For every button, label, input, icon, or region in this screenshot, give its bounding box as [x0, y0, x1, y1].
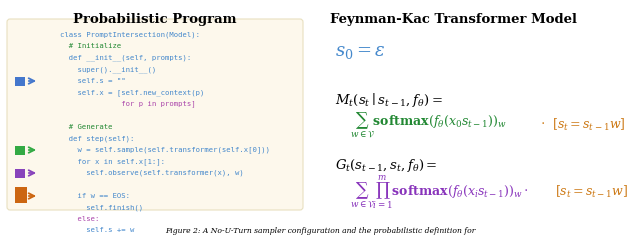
Text: $G_t(s_{t-1},s_t,f_\theta) =$: $G_t(s_{t-1},s_t,f_\theta) =$: [335, 156, 437, 174]
Text: def __init__(self, prompts):: def __init__(self, prompts):: [60, 55, 191, 61]
Text: $M_t(s_t \mid s_{t-1},f_\theta) =$: $M_t(s_t \mid s_{t-1},f_\theta) =$: [335, 91, 443, 109]
Text: def step(self):: def step(self):: [60, 135, 134, 142]
Text: self.observe(self.transformer(x), w): self.observe(self.transformer(x), w): [60, 170, 244, 176]
FancyBboxPatch shape: [7, 19, 303, 210]
Text: $s_0 = \epsilon$: $s_0 = \epsilon$: [335, 43, 386, 61]
Text: Feynman-Kac Transformer Model: Feynman-Kac Transformer Model: [330, 13, 577, 26]
Text: Figure 2: A No-U-Turn sampler configuration and the probabilistic definition for: Figure 2: A No-U-Turn sampler configurat…: [165, 227, 475, 235]
Text: w = self.sample(self.transformer(self.x[0])): w = self.sample(self.transformer(self.x[…: [60, 147, 270, 153]
Text: self.finish(): self.finish(): [60, 204, 143, 211]
Text: $\sum_{w\in\mathcal{V}}\mathbf{softmax}(f_\theta(x_0s_{t-1}))_w$: $\sum_{w\in\mathcal{V}}\mathbf{softmax}(…: [350, 110, 507, 140]
FancyBboxPatch shape: [15, 146, 25, 154]
Text: $\sum_{w\in\mathcal{V}}\prod_{i=1}^{m}\mathbf{softmax}(f_\theta(x_is_{t-1}))_w\c: $\sum_{w\in\mathcal{V}}\prod_{i=1}^{m}\m…: [350, 173, 529, 211]
Text: # Generate: # Generate: [60, 124, 113, 130]
Text: self.x = [self.new_context(p): self.x = [self.new_context(p): [60, 89, 204, 96]
FancyBboxPatch shape: [15, 187, 27, 203]
Text: self.s += w: self.s += w: [60, 228, 134, 234]
Text: Probabilistic Program: Probabilistic Program: [73, 13, 237, 26]
Text: $\cdot\ \ [s_t = s_{t-1}w]$: $\cdot\ \ [s_t = s_{t-1}w]$: [540, 117, 625, 133]
Text: # Initialize: # Initialize: [60, 43, 121, 49]
Text: super().__init__(): super().__init__(): [60, 66, 156, 73]
Text: else:: else:: [60, 216, 99, 222]
Text: self.s = "": self.s = "": [60, 78, 125, 84]
Text: $[s_t = s_{t-1}w]$: $[s_t = s_{t-1}w]$: [555, 184, 628, 200]
Text: class PromptIntersection(Model):: class PromptIntersection(Model):: [60, 32, 200, 38]
Text: for p in prompts]: for p in prompts]: [60, 101, 196, 107]
Text: for x in self.x[1:]:: for x in self.x[1:]:: [60, 158, 165, 165]
FancyBboxPatch shape: [15, 168, 25, 178]
Text: if w == EOS:: if w == EOS:: [60, 193, 130, 199]
FancyBboxPatch shape: [15, 76, 25, 86]
